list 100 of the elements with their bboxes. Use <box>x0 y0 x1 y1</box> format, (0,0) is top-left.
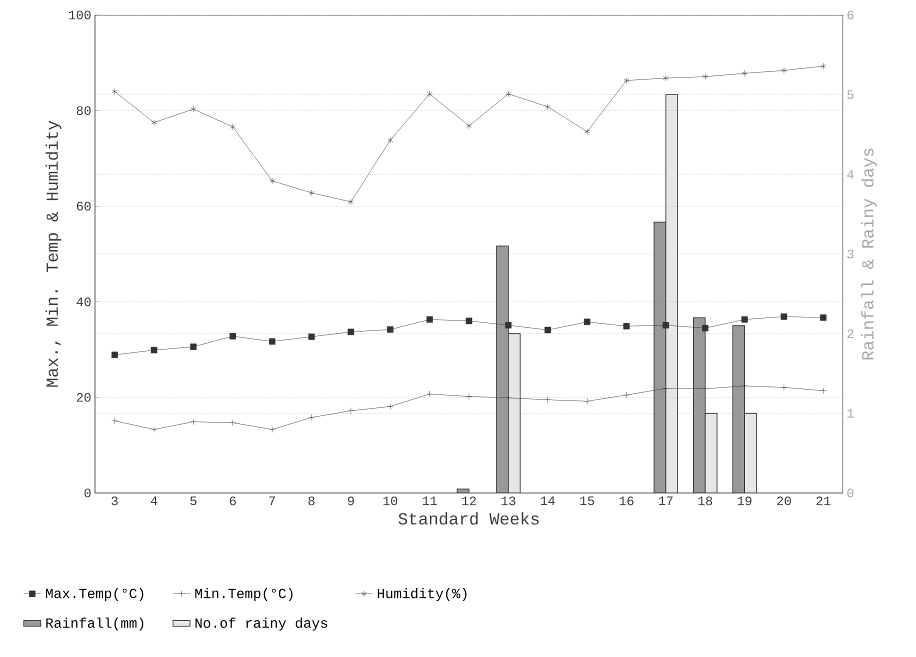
point <box>308 190 314 196</box>
y2-tick-label: 5 <box>847 90 854 99</box>
bar <box>508 334 520 493</box>
y-tick-label: 0 <box>84 488 91 498</box>
point <box>623 322 630 330</box>
point <box>190 106 196 112</box>
point <box>308 334 315 340</box>
point <box>742 70 748 76</box>
point <box>624 77 630 84</box>
x-tick-label: 13 <box>502 496 516 506</box>
y2-tick-label: 0 <box>847 488 854 498</box>
point <box>112 88 118 95</box>
point <box>190 344 197 350</box>
point <box>623 392 630 398</box>
y2-tick-label: 2 <box>847 329 854 338</box>
x-tick-label: 7 <box>269 496 276 506</box>
legend-label: Rainfall(mm) <box>46 618 144 631</box>
point <box>741 382 748 390</box>
point <box>741 316 748 323</box>
bar <box>705 413 718 493</box>
point <box>466 318 472 324</box>
legend-label: Humidity(%) <box>378 588 466 602</box>
point <box>111 418 118 424</box>
point <box>820 388 827 394</box>
point <box>663 74 669 82</box>
x-tick-label: 12 <box>462 496 476 506</box>
point <box>269 178 275 184</box>
point <box>544 104 551 110</box>
point <box>426 90 432 98</box>
point <box>702 73 708 80</box>
x-tick-label: 4 <box>150 496 158 506</box>
y-tick-label: 100 <box>69 10 91 20</box>
point <box>348 198 354 206</box>
bar <box>732 325 745 493</box>
bar <box>744 412 757 493</box>
legend-label: Max.Temp(°C) <box>46 588 144 602</box>
y-tick-label: 80 <box>76 106 91 115</box>
legend-label: No.of rainy days <box>196 618 328 631</box>
y-tick-label: 60 <box>76 202 91 211</box>
x-tick-label: 18 <box>698 496 712 506</box>
point <box>544 326 551 334</box>
point <box>426 316 433 323</box>
point <box>150 346 158 354</box>
bar <box>666 94 678 493</box>
x-tick-label: 8 <box>308 496 315 506</box>
x-tick-label: 6 <box>230 496 236 506</box>
point <box>268 426 276 433</box>
y2-tick-label: 4 <box>847 170 854 179</box>
point <box>426 390 433 398</box>
x-tick-label: 21 <box>816 496 830 506</box>
x-tick-label: 19 <box>738 496 752 506</box>
point <box>466 122 472 130</box>
y-tick-label: 20 <box>76 392 91 402</box>
point <box>230 333 236 340</box>
legend-label: Min.Temp(°C) <box>195 588 292 602</box>
point <box>781 67 787 74</box>
x-tick-label: 3 <box>112 496 118 506</box>
point <box>150 426 158 433</box>
point <box>348 328 354 336</box>
point <box>230 124 236 130</box>
x-tick-label: 14 <box>540 496 555 506</box>
point <box>505 322 512 328</box>
x-tick-label: 11 <box>422 496 437 506</box>
point <box>702 324 708 332</box>
point <box>387 403 394 410</box>
point <box>387 326 394 333</box>
point <box>506 90 512 98</box>
point <box>780 313 788 320</box>
point <box>268 338 276 345</box>
y2-tick-label: 3 <box>847 250 854 258</box>
point <box>584 398 590 404</box>
point <box>780 384 788 391</box>
point <box>151 119 157 126</box>
point <box>466 393 472 400</box>
x-tick-label: 15 <box>580 496 594 506</box>
bar <box>693 318 706 493</box>
point <box>348 408 354 414</box>
point <box>584 318 590 326</box>
x-tick-label: 20 <box>777 496 791 506</box>
point <box>308 414 315 421</box>
bar <box>496 246 508 493</box>
point <box>662 322 670 328</box>
x-tick-label: 17 <box>659 496 673 506</box>
point <box>820 314 827 321</box>
point <box>190 418 197 425</box>
point <box>662 385 670 392</box>
y2-tick-label: 1 <box>847 409 854 418</box>
y-axis-title: Max., Min. Temp & Humidity <box>46 120 62 387</box>
point <box>505 394 512 402</box>
y2-axis-title: Rainfall & Rainy days <box>861 148 877 360</box>
point <box>584 128 590 135</box>
point <box>111 352 118 358</box>
point <box>544 396 551 403</box>
x-tick-label: 9 <box>348 496 354 506</box>
y-tick-label: 40 <box>76 297 91 306</box>
x-tick-label: 5 <box>190 496 196 506</box>
point <box>387 137 394 144</box>
x-axis-title: Standard Weeks <box>398 512 539 525</box>
x-tick-label: 16 <box>620 496 634 506</box>
y2-tick-label: 6 <box>847 10 854 20</box>
